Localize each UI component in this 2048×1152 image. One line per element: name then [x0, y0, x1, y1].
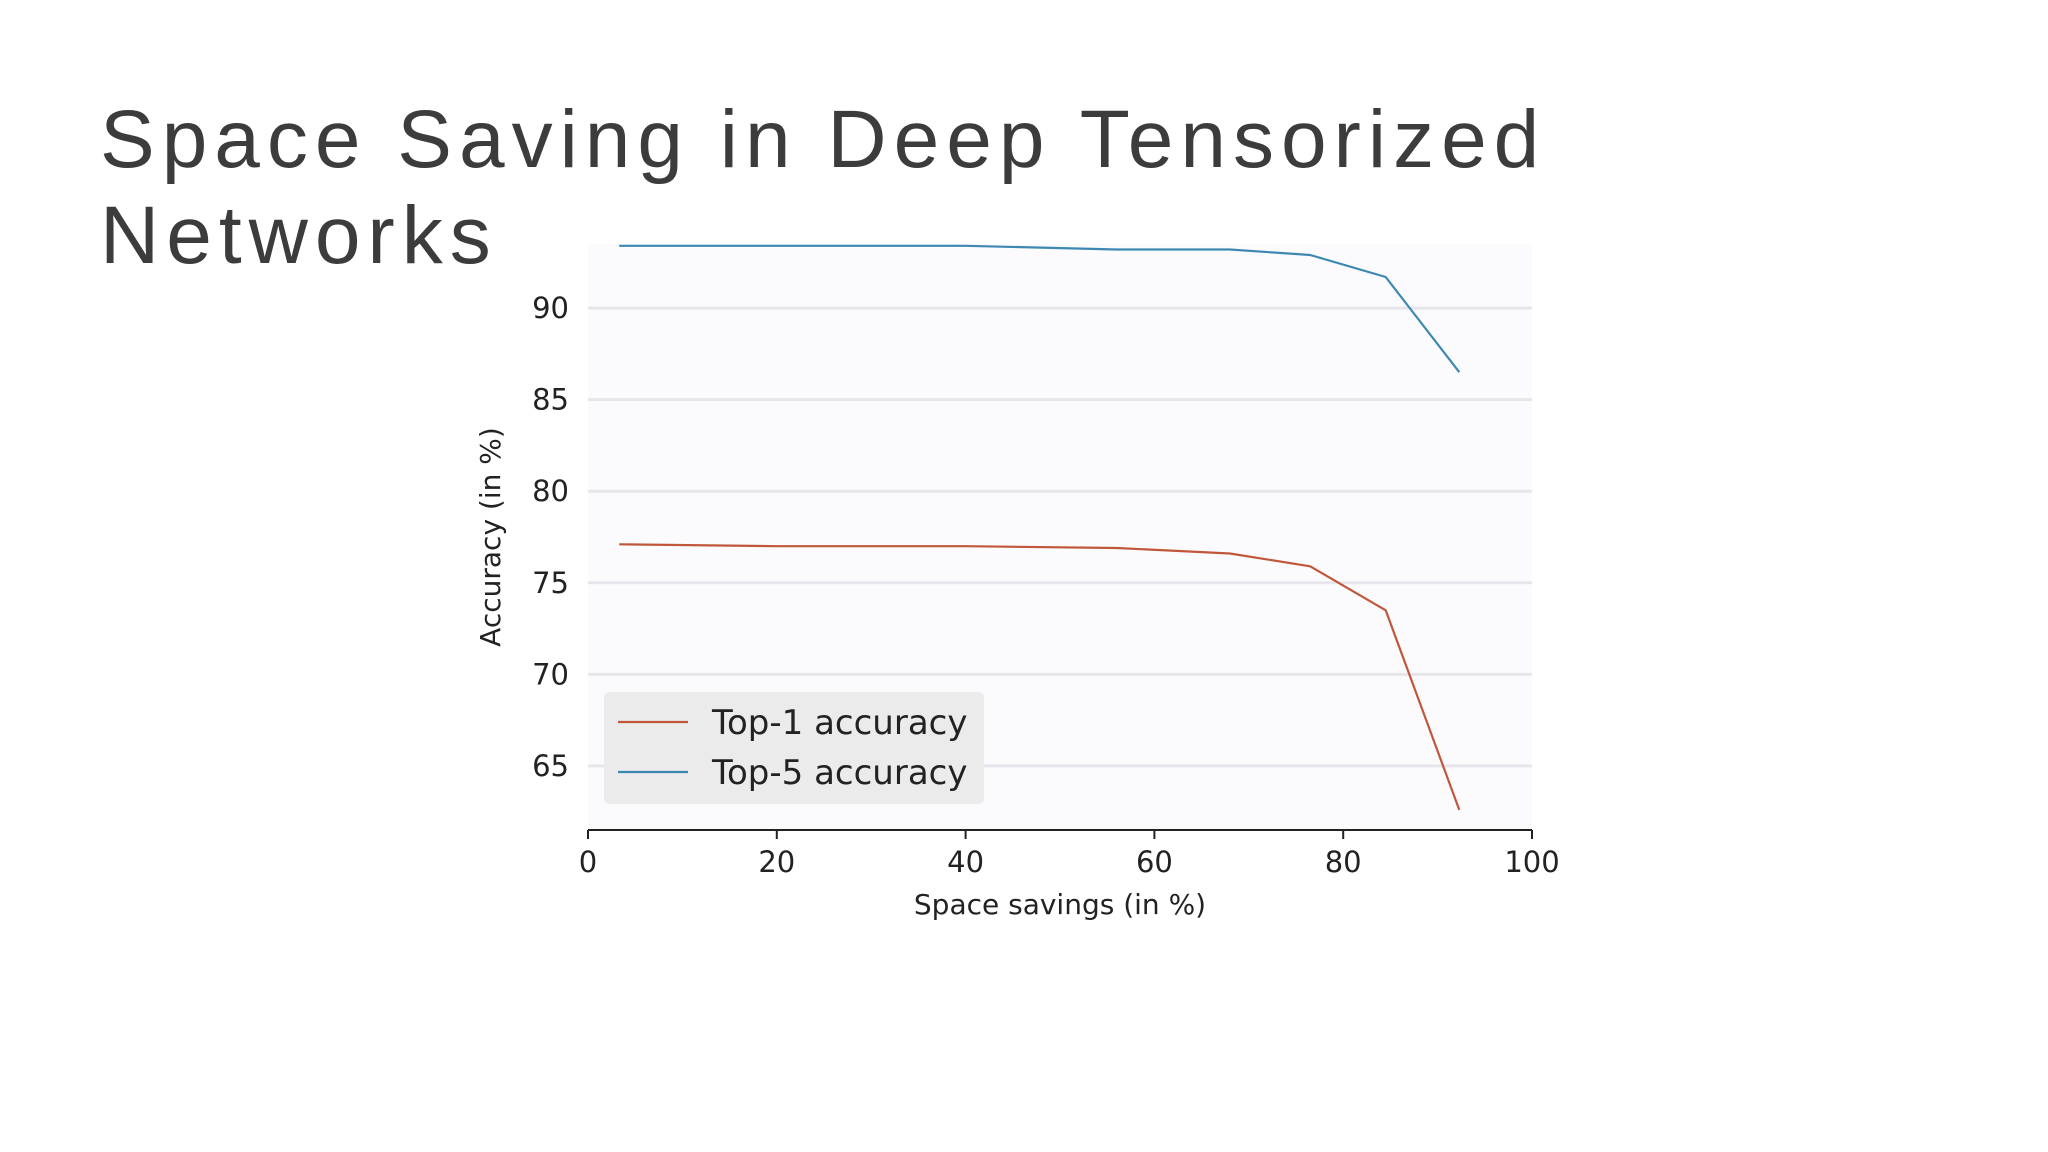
series-line-top-1-accuracy: [619, 543, 1461, 811]
x-tick-label: 40: [947, 845, 984, 879]
y-tick-label: 90: [532, 291, 569, 325]
x-tick-label: 20: [758, 845, 795, 879]
y-tick-label: 65: [532, 749, 569, 783]
y-tick-label: 70: [532, 657, 569, 691]
legend-label: Top-1 accuracy: [711, 703, 967, 743]
x-tick-label: 100: [1504, 845, 1559, 879]
slide-title: Space Saving in Deep Tensorized Networks: [100, 94, 1547, 281]
legend-label: Top-5 accuracy: [711, 753, 967, 793]
y-tick-label: 80: [532, 474, 569, 508]
x-tick-label: 0: [579, 845, 597, 879]
x-tick-label: 60: [1136, 845, 1173, 879]
y-tick-label: 85: [532, 383, 569, 417]
x-tick-label: 80: [1325, 845, 1362, 879]
y-axis-title: Accuracy (in %): [474, 427, 507, 647]
legend-box: [604, 692, 984, 804]
x-axis-title: Space savings (in %): [914, 888, 1206, 921]
y-tick-label: 75: [532, 566, 569, 600]
series-line-top-5-accuracy: [619, 244, 1461, 373]
